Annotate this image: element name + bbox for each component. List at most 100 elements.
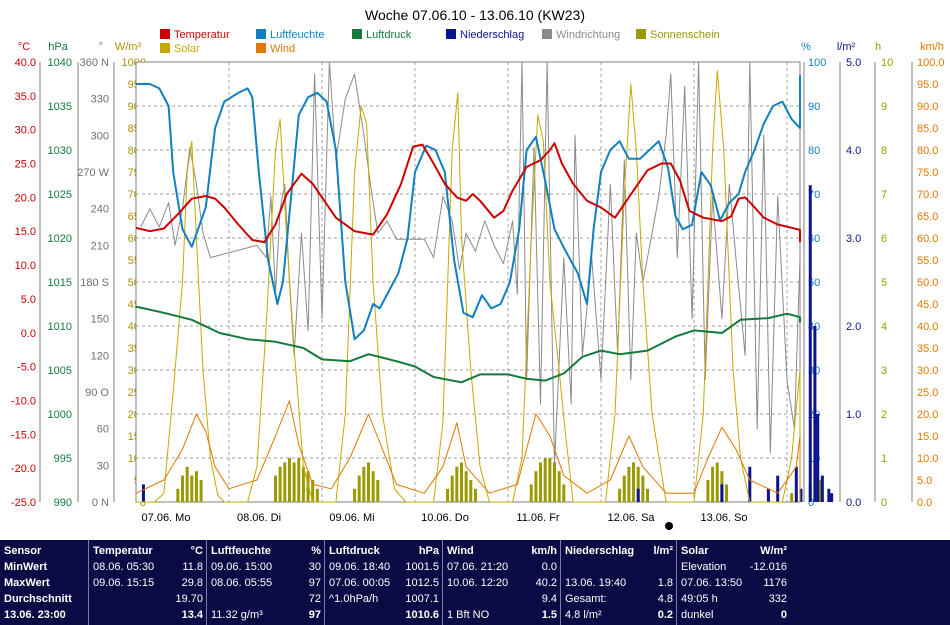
y-tick-label-pressure: 1040 <box>48 57 72 69</box>
rain-bar <box>141 484 145 502</box>
legend-swatch <box>256 43 266 53</box>
sunshine-bar <box>790 493 794 502</box>
sunshine-bar <box>618 488 622 502</box>
y-tick-label-temp: -20.0 <box>11 463 36 475</box>
sunshine-bar <box>287 458 291 502</box>
table-header: Temperatur <box>93 545 153 557</box>
y-tick-label-windspeed: 75.0 <box>917 167 938 179</box>
y-tick-label-temp: -5.0 <box>17 362 36 374</box>
rain-bar <box>720 484 724 502</box>
table-cell-label: 10.06. 12:20 <box>447 577 509 589</box>
sunshine-bar <box>181 475 184 502</box>
rain-bar <box>776 475 780 502</box>
table-cell-value: 0.0 <box>541 561 557 573</box>
table-unit: l/m² <box>653 545 673 557</box>
sunshine-bar <box>190 475 194 502</box>
table-cell-value: 97 <box>308 577 321 589</box>
rain-bar <box>794 466 798 502</box>
y-tick-label-winddir: 60 <box>97 424 109 436</box>
sunshine-bar <box>306 471 310 502</box>
sunshine-bar <box>548 458 552 502</box>
table-cell-label: 13.06. 23:00 <box>4 609 66 621</box>
y-tick-label-pressure: 1025 <box>48 189 72 201</box>
table-cell-label: 07.06. 00:05 <box>329 577 391 589</box>
y-tick-label-sunshine: 0 <box>881 497 887 509</box>
table-column: Wind km/h 07.06. 21:20 0.0 10.06. 12:20 40.2 9… <box>442 540 561 625</box>
table-column: Niederschlag l/m² 13.06. 19:40 1.8 Gesamt: 4.… <box>560 540 677 625</box>
sunshine-bar <box>315 488 319 502</box>
y-tick-label-windspeed: 50.0 <box>917 277 938 289</box>
axis-unit-temp: °C <box>18 41 30 53</box>
y-tick-label-windspeed: 0.0 <box>917 497 932 509</box>
y-tick-label-windspeed: 10.0 <box>917 453 938 465</box>
table-unit: W/m² <box>760 545 787 557</box>
y-tick-label-sunshine: 5 <box>881 277 887 289</box>
table-header: Solar <box>681 545 709 557</box>
sunshine-bar <box>641 475 645 502</box>
rain-bar <box>813 326 817 502</box>
y-tick-label-sunshine: 10 <box>881 57 893 69</box>
y-tick-label-winddir: 150 <box>91 314 109 326</box>
table-unit: °C <box>190 545 203 557</box>
chart-legend: Temperatur Luftfeuchte Luftdruck Niederschl… <box>160 29 720 55</box>
y-tick-label-winddir: 360 N <box>80 57 109 69</box>
table-header: Niederschlag <box>565 545 635 557</box>
sunshine-bar <box>292 462 296 502</box>
sunshine-bar <box>278 466 282 502</box>
legend-label: Wind <box>270 43 295 55</box>
table-cell-value: 9.4 <box>541 593 557 605</box>
table-unit: hPa <box>418 545 439 557</box>
y-tick-label-windspeed: 80.0 <box>917 145 938 157</box>
y-tick-label-humidity: 80 <box>808 145 820 157</box>
table-cell-label: 4.8 l/m² <box>565 609 602 621</box>
table-cell-value: 97 <box>308 609 321 621</box>
y-tick-label-winddir: 90 O <box>85 387 109 399</box>
y-tick-label-temp: 35.0 <box>15 91 36 103</box>
series-line-solar <box>136 70 801 503</box>
y-tick-label-temp: 20.0 <box>15 192 36 204</box>
y-tick-label-humidity: 90 <box>808 101 820 113</box>
sunshine-bar <box>469 480 473 502</box>
axis-unit-windspeed: km/h <box>920 41 944 53</box>
y-tick-label-winddir: 0 N <box>92 497 109 509</box>
legend-swatch <box>352 29 362 39</box>
sunshine-bar <box>297 458 301 502</box>
y-tick-label-rain: 5.0 <box>846 57 861 69</box>
sunshine-bar <box>376 480 380 502</box>
table-cell-label: MaxWert <box>4 577 50 589</box>
table-cell-value: 11.8 <box>182 561 203 573</box>
sunshine-bar <box>464 471 468 502</box>
table-cell-value: 13.4 <box>181 609 203 621</box>
rain-bar <box>820 475 824 502</box>
y-tick-label-pressure: 1020 <box>48 233 72 245</box>
y-tick-label-windspeed: 35.0 <box>917 343 938 355</box>
y-tick-label-windspeed: 60.0 <box>917 233 938 245</box>
rain-bar <box>808 185 812 502</box>
y-tick-label-sunshine: 8 <box>881 145 887 157</box>
sunshine-bar <box>632 462 636 502</box>
y-tick-label-pressure: 1030 <box>48 145 72 157</box>
sunshine-bar <box>473 488 477 502</box>
table-column: Luftfeuchte% 09.06. 15:00 30 08.06. 05:55 97… <box>206 540 325 625</box>
table-unit: km/h <box>531 545 557 557</box>
y-tick-label-temp: -25.0 <box>11 497 36 509</box>
series-line-luftfeuchte <box>136 75 801 341</box>
sunshine-bar <box>367 462 370 502</box>
table-cell-label: 09.06. 15:00 <box>211 561 273 573</box>
table-header: Wind <box>447 545 474 557</box>
table-cell-label: 09.06. 18:40 <box>329 561 391 573</box>
sunshine-bar <box>818 480 822 502</box>
sunshine-bar <box>311 480 315 502</box>
legend-swatch <box>636 29 646 39</box>
sunshine-bar <box>706 480 710 502</box>
sunshine-bar <box>274 475 277 502</box>
sunshine-bar <box>553 462 556 502</box>
chart-title: Woche 07.06.10 - 13.06.10 (KW23) <box>365 7 585 23</box>
sunshine-bar <box>446 488 450 502</box>
rain-bar <box>748 466 752 502</box>
plot-area <box>135 61 834 503</box>
sunshine-bar <box>725 484 729 502</box>
y-tick-label-windspeed: 85.0 <box>917 123 938 135</box>
table-cell-label: 07.06. 21:20 <box>447 561 509 573</box>
table-header: Sensor <box>4 545 42 557</box>
